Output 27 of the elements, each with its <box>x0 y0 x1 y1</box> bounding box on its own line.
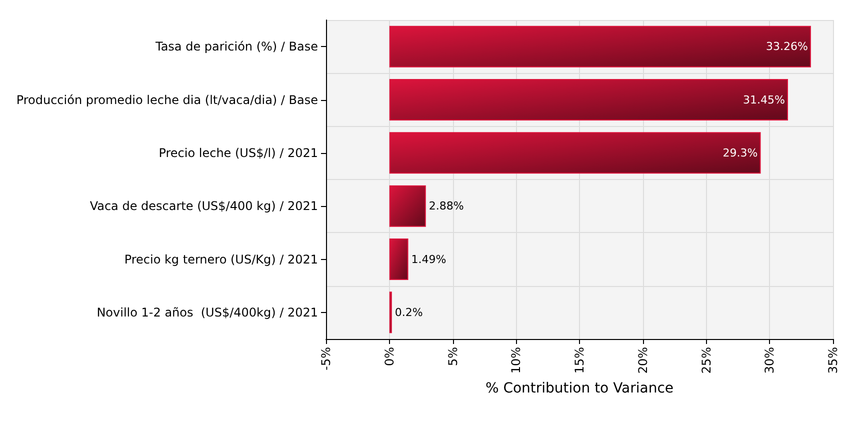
y-tick-label: Tasa de parición (%) / Base <box>154 40 318 54</box>
bar <box>389 132 761 174</box>
x-axis-title: % Contribution to Variance <box>485 380 674 397</box>
y-tick-label: Precio leche (US$/l) / 2021 <box>158 146 318 160</box>
x-tick-label: 0% <box>382 347 396 366</box>
x-tick-label: 30% <box>762 347 777 374</box>
data-label: 31.45% <box>743 93 786 106</box>
y-tick-label: Novillo 1-2 años (US$/400kg) / 2021 <box>96 305 318 320</box>
y-tick-label: Precio kg ternero (US/Kg) / 2021 <box>124 252 318 266</box>
x-tick-label: 35% <box>826 347 840 374</box>
y-tick-label: Vaca de descarte (US$/400 kg) / 2021 <box>90 199 318 214</box>
data-label: 2.88% <box>428 200 464 213</box>
data-label: 1.49% <box>411 252 446 266</box>
data-label: 29.3% <box>722 146 758 160</box>
bar <box>389 238 408 280</box>
bar <box>389 185 426 227</box>
x-tick-label: 15% <box>572 347 586 374</box>
data-label: 33.26% <box>766 40 808 54</box>
data-label: 0.2% <box>394 306 423 319</box>
bar <box>389 26 811 68</box>
bar <box>389 79 788 120</box>
x-tick-label: -5% <box>319 347 333 370</box>
x-tick-label: 20% <box>636 347 650 374</box>
x-tick-label: 10% <box>509 347 524 374</box>
x-tick-label: 5% <box>446 347 460 366</box>
y-tick-label: Producción promedio leche dia (lt/vaca/dia) / Base <box>16 92 318 107</box>
x-tick-label: 25% <box>699 347 714 374</box>
